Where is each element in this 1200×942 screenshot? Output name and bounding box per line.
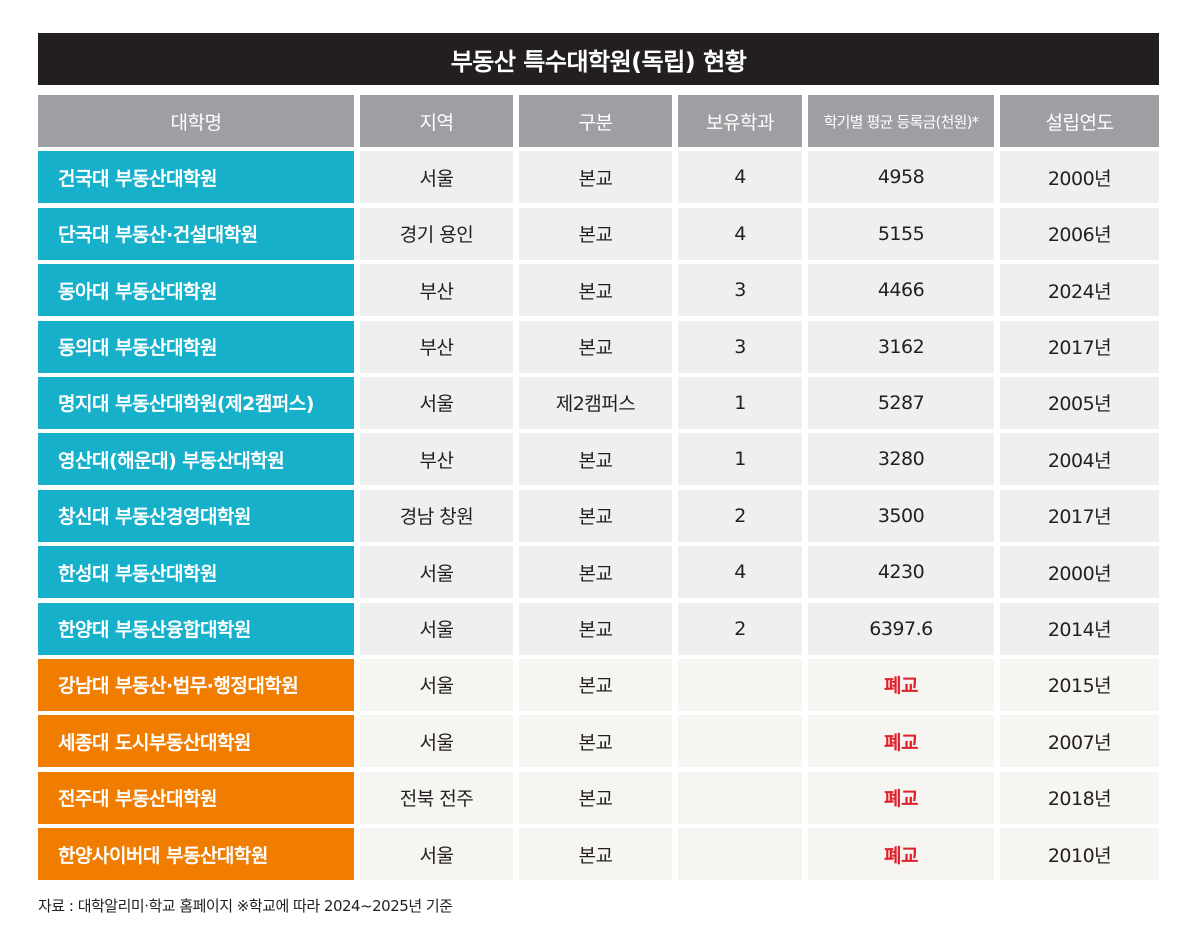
founded-year-cell: 2018년	[1000, 771, 1159, 824]
departments-cell	[678, 658, 802, 711]
tuition-cell: 폐교	[808, 715, 994, 768]
departments-cell: 4	[678, 207, 802, 260]
school-name-cell: 강남대 부동산·법무·행정대학원	[38, 658, 354, 711]
departments-cell: 3	[678, 264, 802, 317]
founded-year-cell: 2024년	[1000, 264, 1159, 317]
region-cell: 서울	[360, 828, 513, 881]
tuition-cell: 6397.6	[808, 602, 994, 655]
tuition-cell: 5155	[808, 207, 994, 260]
region-cell: 서울	[360, 376, 513, 429]
region-cell: 부산	[360, 433, 513, 486]
campus-type-cell: 본교	[519, 264, 672, 317]
founded-year-cell: 2010년	[1000, 828, 1159, 881]
school-name-cell: 한성대 부동산대학원	[38, 546, 354, 599]
school-name-cell: 한양사이버대 부동산대학원	[38, 828, 354, 881]
departments-cell	[678, 828, 802, 881]
header-campus-type: 구분	[519, 95, 672, 147]
departments-cell: 4	[678, 546, 802, 599]
departments-cell	[678, 715, 802, 768]
tuition-cell: 폐교	[808, 771, 994, 824]
departments-cell: 2	[678, 489, 802, 542]
founded-year-cell: 2017년	[1000, 489, 1159, 542]
departments-cell: 1	[678, 376, 802, 429]
school-name-cell: 단국대 부동산·건설대학원	[38, 207, 354, 260]
school-name-cell: 한양대 부동산융합대학원	[38, 602, 354, 655]
school-name-cell: 동아대 부동산대학원	[38, 264, 354, 317]
campus-type-cell: 본교	[519, 207, 672, 260]
founded-year-cell: 2014년	[1000, 602, 1159, 655]
region-cell: 전북 전주	[360, 771, 513, 824]
campus-type-cell: 본교	[519, 658, 672, 711]
tuition-cell: 3500	[808, 489, 994, 542]
school-name-cell: 세종대 도시부동산대학원	[38, 715, 354, 768]
tuition-cell: 4466	[808, 264, 994, 317]
school-name-cell: 명지대 부동산대학원(제2캠퍼스)	[38, 376, 354, 429]
campus-type-cell: 본교	[519, 602, 672, 655]
region-cell: 경기 용인	[360, 207, 513, 260]
graduate-school-table: 대학명 지역 구분 보유학과 학기별 평균 등록금(천원)* 설립연도 건국대 …	[38, 95, 1159, 881]
departments-cell: 1	[678, 433, 802, 486]
header-founded-year: 설립연도	[1000, 95, 1159, 147]
school-name-cell: 전주대 부동산대학원	[38, 771, 354, 824]
founded-year-cell: 2000년	[1000, 546, 1159, 599]
region-cell: 서울	[360, 658, 513, 711]
campus-type-cell: 본교	[519, 320, 672, 373]
school-name-cell: 건국대 부동산대학원	[38, 151, 354, 204]
campus-type-cell: 본교	[519, 715, 672, 768]
school-name-cell: 창신대 부동산경영대학원	[38, 489, 354, 542]
founded-year-cell: 2007년	[1000, 715, 1159, 768]
founded-year-cell: 2005년	[1000, 376, 1159, 429]
header-school-name: 대학명	[38, 95, 354, 147]
source-footnote: 자료 : 대학알리미·학교 홈페이지 ※학교에 따라 2024~2025년 기준	[38, 897, 453, 915]
tuition-cell: 3162	[808, 320, 994, 373]
campus-type-cell: 본교	[519, 489, 672, 542]
header-departments: 보유학과	[678, 95, 802, 147]
region-cell: 경남 창원	[360, 489, 513, 542]
region-cell: 서울	[360, 715, 513, 768]
region-cell: 부산	[360, 264, 513, 317]
tuition-cell: 4230	[808, 546, 994, 599]
region-cell: 서울	[360, 602, 513, 655]
campus-type-cell: 본교	[519, 771, 672, 824]
header-region: 지역	[360, 95, 513, 147]
region-cell: 서울	[360, 151, 513, 204]
tuition-cell: 5287	[808, 376, 994, 429]
founded-year-cell: 2004년	[1000, 433, 1159, 486]
school-name-cell: 영산대(해운대) 부동산대학원	[38, 433, 354, 486]
tuition-cell: 3280	[808, 433, 994, 486]
departments-cell: 2	[678, 602, 802, 655]
school-name-cell: 동의대 부동산대학원	[38, 320, 354, 373]
departments-cell: 4	[678, 151, 802, 204]
founded-year-cell: 2006년	[1000, 207, 1159, 260]
campus-type-cell: 본교	[519, 433, 672, 486]
departments-cell: 3	[678, 320, 802, 373]
region-cell: 서울	[360, 546, 513, 599]
table-title: 부동산 특수대학원(독립) 현황	[38, 33, 1159, 85]
campus-type-cell: 제2캠퍼스	[519, 376, 672, 429]
campus-type-cell: 본교	[519, 828, 672, 881]
region-cell: 부산	[360, 320, 513, 373]
founded-year-cell: 2015년	[1000, 658, 1159, 711]
header-tuition: 학기별 평균 등록금(천원)*	[808, 95, 994, 147]
tuition-cell: 폐교	[808, 828, 994, 881]
founded-year-cell: 2000년	[1000, 151, 1159, 204]
tuition-cell: 폐교	[808, 658, 994, 711]
campus-type-cell: 본교	[519, 151, 672, 204]
founded-year-cell: 2017년	[1000, 320, 1159, 373]
departments-cell	[678, 771, 802, 824]
tuition-cell: 4958	[808, 151, 994, 204]
campus-type-cell: 본교	[519, 546, 672, 599]
